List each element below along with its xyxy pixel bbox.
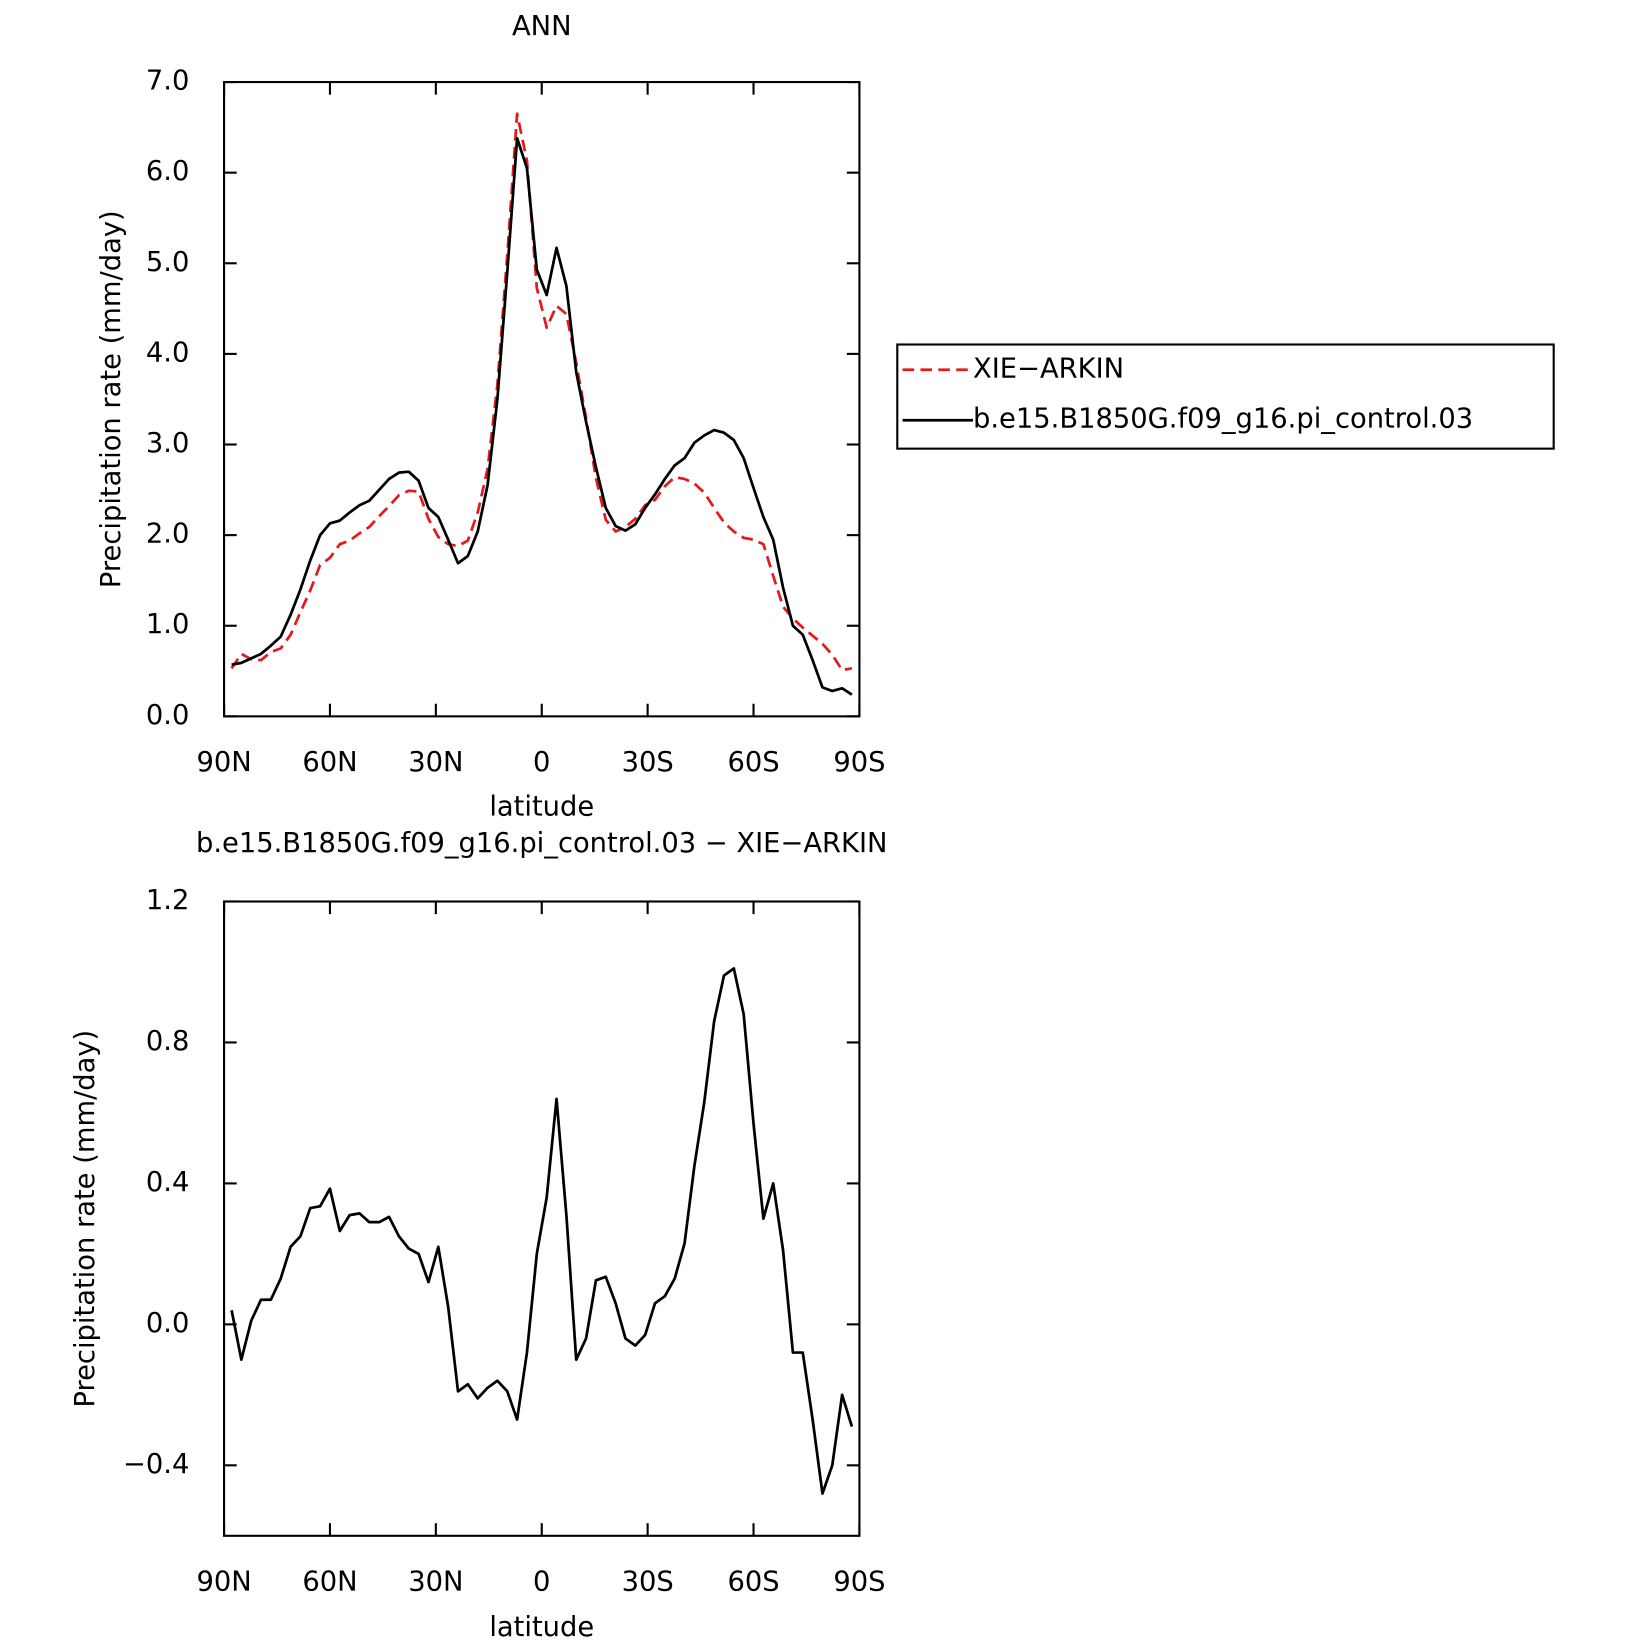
x-tick-label: 90S xyxy=(833,747,885,778)
y-tick-label: 0.8 xyxy=(146,1026,189,1057)
x-tick-label: 90N xyxy=(196,747,251,778)
data-line xyxy=(230,112,853,672)
chart-title: b.e15.B1850G.f09_g16.pi_control.03 − XIE… xyxy=(196,828,887,859)
chart-title: ANN xyxy=(512,11,572,42)
x-tick-label: 90N xyxy=(196,1567,251,1598)
y-tick-label: 5.0 xyxy=(146,247,189,278)
y-tick-label: 0.0 xyxy=(146,1308,189,1339)
x-axis-label: latitude xyxy=(489,791,594,822)
legend-label: b.e15.B1850G.f09_g16.pi_control.03 xyxy=(973,404,1473,435)
y-tick-label: 4.0 xyxy=(146,337,189,368)
y-tick-label: 7.0 xyxy=(146,66,189,97)
x-tick-label: 0 xyxy=(533,747,550,778)
y-tick-label: 1.0 xyxy=(146,609,189,640)
y-tick-label: 0.0 xyxy=(146,700,189,731)
y-axis-label: Precipitation rate (mm/day) xyxy=(96,210,127,588)
data-line xyxy=(230,967,854,1495)
legend-box xyxy=(896,343,1555,450)
y-tick-label: 2.0 xyxy=(146,519,189,550)
x-tick-label: 30S xyxy=(622,747,674,778)
data-line xyxy=(231,136,853,696)
x-tick-label: 60S xyxy=(727,747,779,778)
y-tick-label: 6.0 xyxy=(146,156,189,187)
y-tick-label: −0.4 xyxy=(123,1449,189,1480)
x-tick-label: 90S xyxy=(833,1567,885,1598)
y-tick-label: 3.0 xyxy=(146,428,189,459)
x-tick-label: 30S xyxy=(622,1567,674,1598)
x-tick-label: 60N xyxy=(302,1567,357,1598)
x-tick-label: 60N xyxy=(302,747,357,778)
y-tick-label: 0.4 xyxy=(146,1167,189,1198)
x-tick-label: 30N xyxy=(408,747,463,778)
x-tick-label: 60S xyxy=(727,1567,779,1598)
x-tick-label: 30N xyxy=(408,1567,463,1598)
y-tick-label: 1.2 xyxy=(146,885,189,916)
plot-frame xyxy=(223,80,861,718)
y-axis-label: Precipitation rate (mm/day) xyxy=(70,1030,101,1408)
x-axis-label: latitude xyxy=(489,1612,594,1641)
x-tick-label: 0 xyxy=(533,1567,550,1598)
legend-label: XIE−ARKIN xyxy=(973,353,1124,384)
